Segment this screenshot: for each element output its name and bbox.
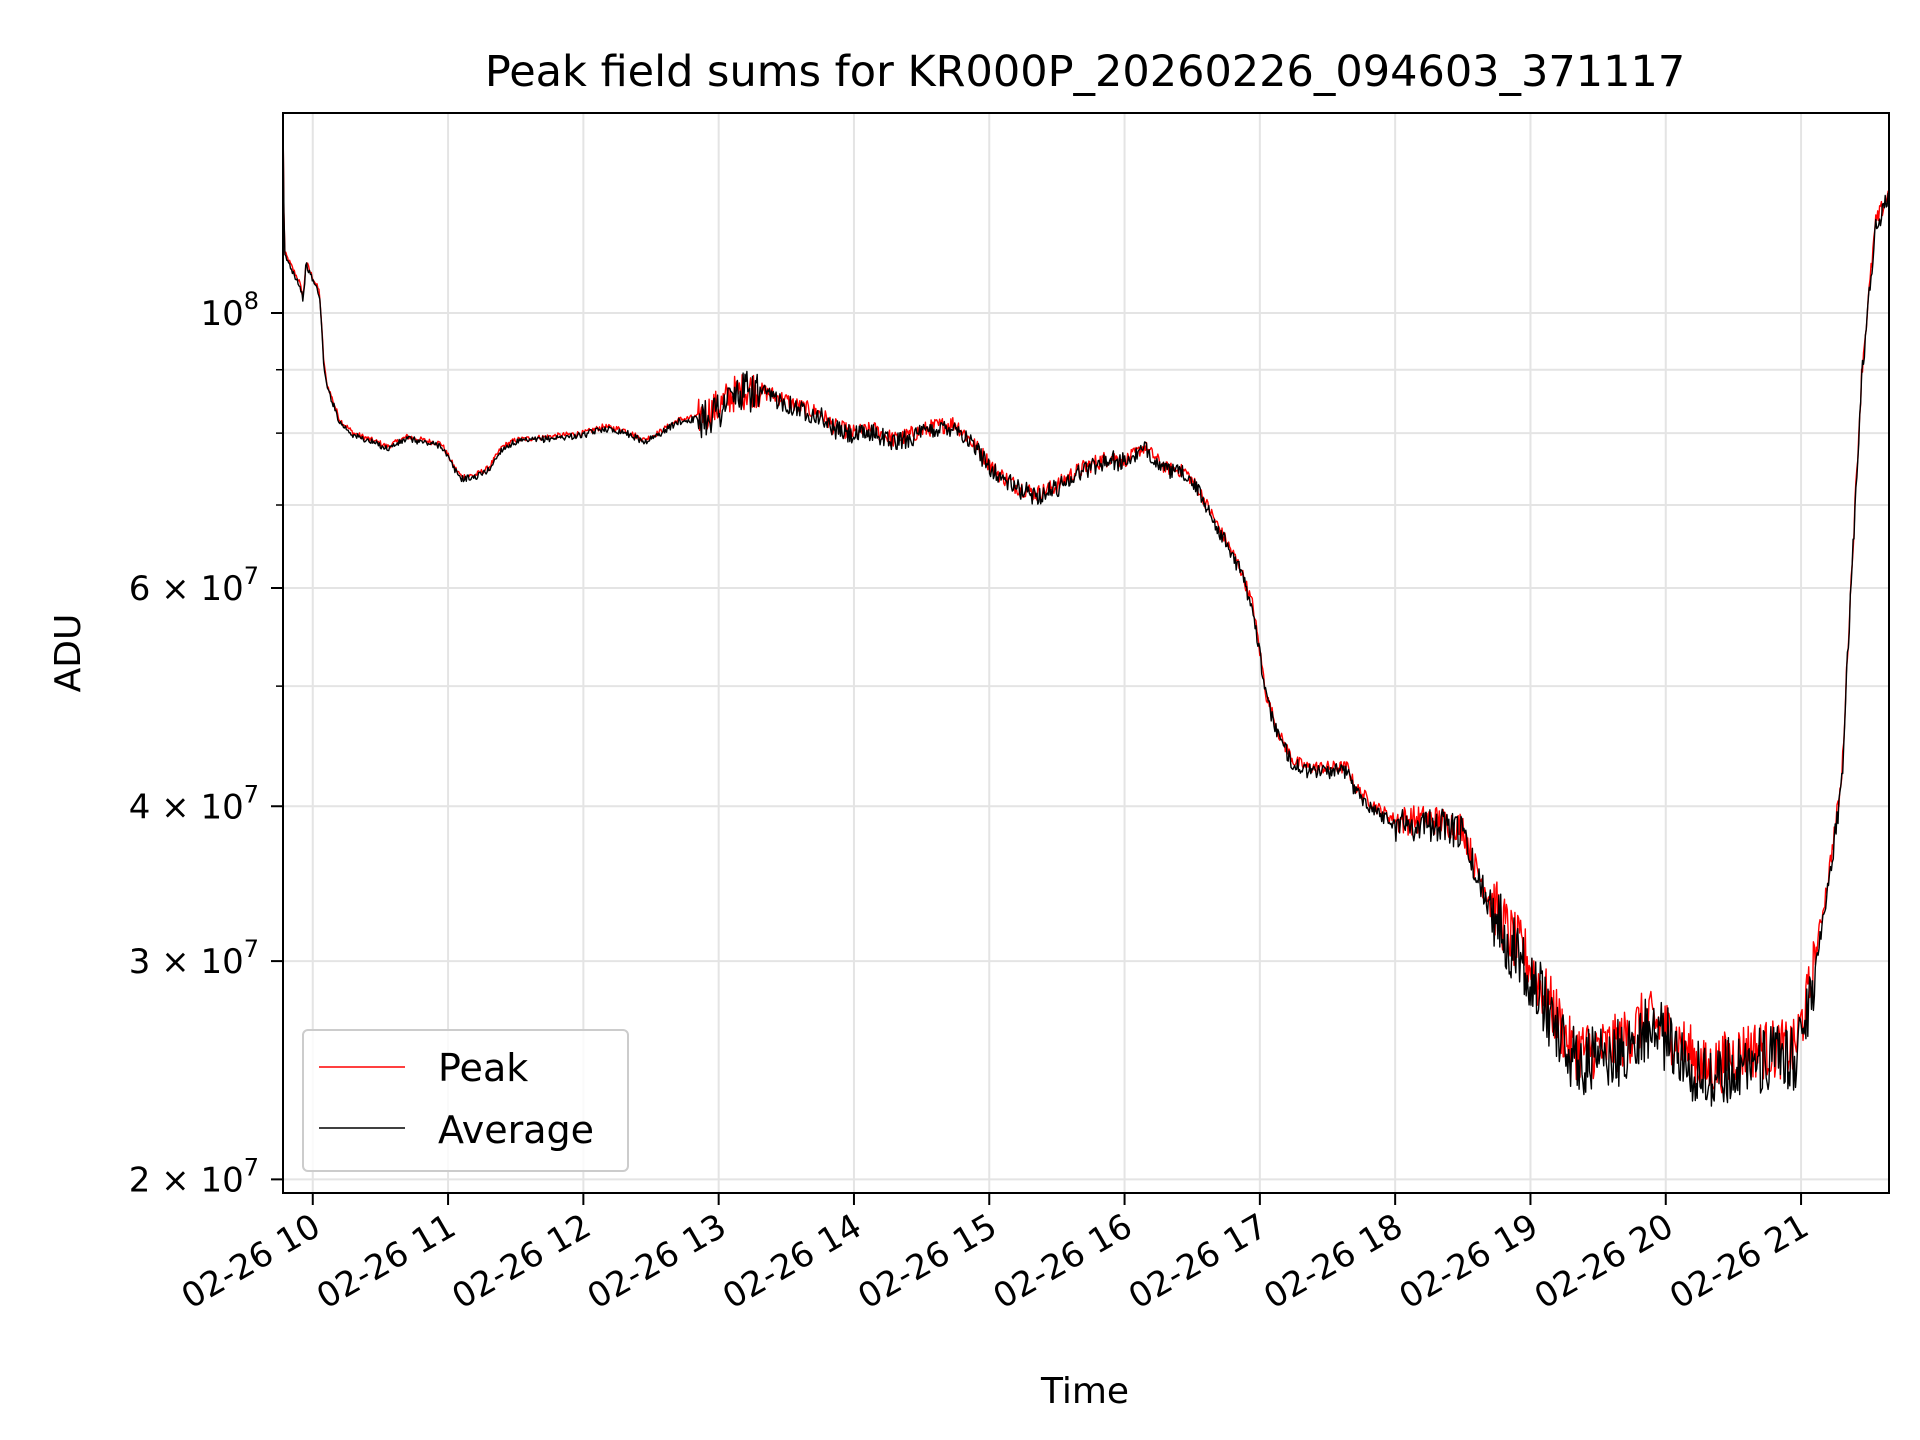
y-axis: 108 6 × 107 4 × 107 3 × 107 2 × 107 [129, 287, 283, 1200]
legend-box [302, 1029, 629, 1172]
x-axis-label: Time [1040, 1371, 1129, 1412]
chart-title: Peak field sums for KR000P_20260226_0946… [485, 47, 1685, 97]
y-tick-label: 108 [200, 287, 259, 334]
y-tick-label: 2 × 107 [129, 1153, 259, 1200]
y-tick-label: 6 × 107 [129, 562, 259, 609]
plot-area [283, 115, 1889, 1107]
y-tick-label: 3 × 107 [129, 935, 259, 982]
y-tick-label: 4 × 107 [129, 780, 259, 827]
series-layer [283, 115, 1889, 1107]
series-line-average [283, 117, 1889, 1107]
legend: Peak Average [302, 1029, 629, 1172]
y-axis-label: ADU [48, 614, 89, 693]
legend-label-average: Average [438, 1108, 594, 1152]
plot-frame [282, 112, 1890, 1194]
legend-label-peak: Peak [438, 1046, 528, 1090]
